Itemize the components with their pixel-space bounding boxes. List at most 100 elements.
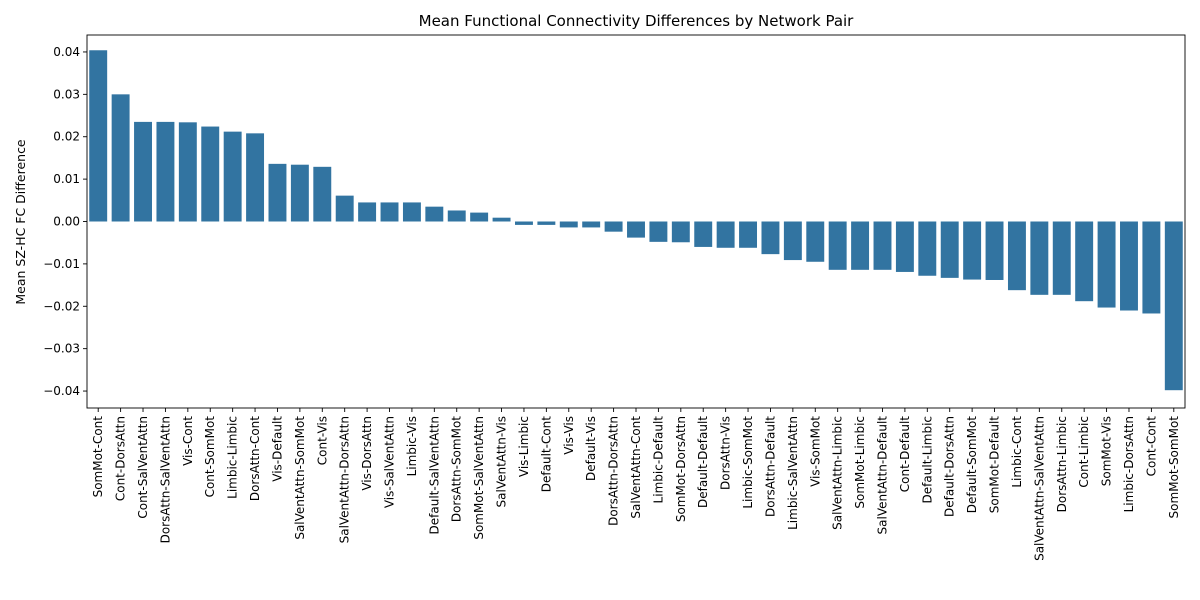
bar — [447, 210, 466, 222]
y-tick-label: −0.04 — [43, 384, 80, 398]
bar — [716, 221, 735, 248]
x-tick-label: Vis-SomMot — [808, 416, 822, 487]
bar — [1142, 221, 1161, 314]
bar — [89, 50, 108, 222]
x-tick-label: DorsAttn-Cont — [248, 416, 262, 501]
bar — [178, 122, 197, 222]
bar — [1097, 221, 1116, 308]
x-tick-label: Default-Default — [696, 416, 710, 508]
plot-frame — [86, 34, 1186, 409]
bar — [963, 221, 982, 280]
bar — [358, 202, 377, 222]
bar — [1052, 221, 1071, 295]
x-tick-label: Limbic-SalVentAttn — [786, 416, 800, 530]
bar — [559, 221, 578, 228]
bar — [918, 221, 937, 276]
bar — [761, 221, 780, 255]
x-tick-label: Default-DorsAttn — [943, 416, 957, 517]
x-tick-label: Default-SomMot — [965, 416, 979, 514]
x-tick-label: SomMot-Cont — [91, 416, 105, 498]
x-tick-label: Default-Cont — [539, 416, 553, 493]
bar — [604, 221, 623, 232]
x-tick-label: SalVentAttn-SomMot — [293, 416, 307, 540]
x-tick-label: Vis-Limbic — [517, 416, 531, 477]
x-tick-label: Cont-DorsAttn — [114, 416, 128, 501]
x-tick-label: Vis-Default — [270, 416, 284, 482]
x-tick-label: Cont-Cont — [1144, 416, 1158, 477]
y-tick-label: 0.04 — [53, 45, 80, 59]
bar — [290, 164, 309, 222]
bar — [1007, 221, 1026, 291]
bar — [873, 221, 892, 270]
x-tick-label: SalVentAttn-Vis — [495, 416, 509, 507]
x-tick-label: Cont-SomMot — [203, 416, 217, 498]
bar — [537, 221, 556, 225]
bar — [940, 221, 959, 278]
bar — [335, 195, 354, 222]
x-tick-label: DorsAttn-DorsAttn — [607, 416, 621, 526]
x-tick-label: Limbic-Cont — [1010, 416, 1024, 488]
bar — [1164, 221, 1183, 391]
y-tick-label: 0.02 — [53, 130, 80, 144]
bar — [985, 221, 1004, 280]
x-tick-label: DorsAttn-Vis — [719, 416, 733, 490]
bar — [313, 166, 332, 222]
bar — [402, 202, 421, 222]
bar — [739, 221, 758, 248]
bar — [111, 94, 130, 222]
x-tick-label: SomMot-SalVentAttn — [472, 416, 486, 540]
x-tick-label: SomMot-SomMot — [1167, 416, 1181, 519]
bar — [156, 121, 175, 222]
bar — [492, 217, 511, 222]
y-axis-label: Mean SZ-HC FC Difference — [13, 139, 28, 305]
bar — [425, 206, 444, 222]
bar — [582, 221, 601, 228]
bar — [380, 202, 399, 222]
x-tick-label: Limbic-Limbic — [226, 416, 240, 499]
x-tick-label: DorsAttn-SomMot — [450, 416, 464, 522]
bar — [671, 221, 690, 243]
x-tick-label: Vis-DorsAttn — [360, 416, 374, 491]
x-tick-label: Default-Limbic — [920, 416, 934, 503]
y-tick-label: 0.01 — [53, 172, 80, 186]
x-tick-label: SomMot-DorsAttn — [674, 416, 688, 522]
y-tick-label: 0.03 — [53, 87, 80, 101]
y-ticks-group: 0.04 0.03 0.02 0.01 0.00 −0.01 −0.02 −0.03 −0.04 — [43, 45, 87, 398]
x-tick-label: Vis-SalVentAttn — [383, 416, 397, 508]
bars-group — [89, 50, 1183, 391]
x-tick-label: Limbic-SomMot — [741, 416, 755, 509]
bar — [246, 133, 265, 222]
bar — [649, 221, 668, 242]
y-tick-label: −0.02 — [43, 299, 80, 313]
x-tick-label: Default-Vis — [584, 416, 598, 481]
x-tick-label: SalVentAttn-Limbic — [831, 416, 845, 530]
x-tick-label: SomMot-Limbic — [853, 416, 867, 509]
x-tick-label: DorsAttn-Limbic — [1055, 416, 1069, 512]
x-tick-label: Vis-Vis — [562, 416, 576, 455]
x-tick-label: Vis-Cont — [181, 416, 195, 466]
x-tick-label: Limbic-Default — [651, 416, 665, 504]
bar — [223, 131, 242, 222]
x-tick-label: Cont-Default — [898, 416, 912, 493]
x-tick-label: Cont-Vis — [315, 416, 329, 465]
chart-title: Mean Functional Connectivity Differences… — [419, 12, 855, 30]
x-tick-label: SalVentAttn-Default — [875, 416, 889, 535]
bar — [515, 221, 533, 225]
x-tick-label: DorsAttn-SalVentAttn — [158, 416, 172, 543]
x-tick-label: SalVentAttn-Cont — [629, 416, 643, 519]
bar — [895, 221, 914, 272]
bar — [1030, 221, 1049, 295]
x-tick-label: Cont-SalVentAttn — [136, 416, 150, 519]
bar — [470, 212, 489, 222]
x-tick-label: Limbic-DorsAttn — [1122, 416, 1136, 512]
bar — [201, 126, 220, 222]
bar — [134, 121, 152, 222]
y-tick-label: 0.00 — [53, 215, 80, 229]
y-tick-label: −0.01 — [43, 257, 80, 271]
x-tick-label: SalVentAttn-DorsAttn — [338, 416, 352, 543]
bar — [806, 221, 825, 262]
bar — [268, 163, 287, 222]
bar — [851, 221, 870, 270]
bar — [1075, 221, 1094, 302]
